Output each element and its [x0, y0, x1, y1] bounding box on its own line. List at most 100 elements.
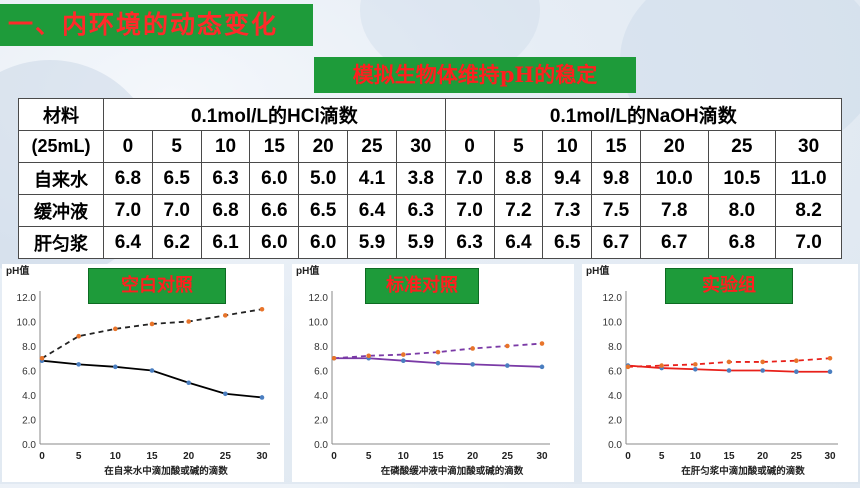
table-cell: 6.0: [298, 226, 349, 259]
data-point: [539, 364, 545, 370]
y-tick-label: 2.0: [314, 416, 328, 427]
x-tick-label: 10: [398, 451, 410, 462]
x-tick-label: 15: [146, 451, 158, 462]
data-point: [693, 366, 698, 372]
x-tick-label: 0: [331, 451, 337, 462]
y-tick-label: 12.0: [309, 293, 329, 304]
x-axis-label: 在磷酸缓冲液中滴加酸或碱的滴数: [381, 465, 524, 477]
table-cell: 6.5: [542, 226, 593, 259]
table-cell: 10.5: [707, 162, 777, 195]
drop-count: 5: [493, 130, 544, 163]
y-tick-label: 0.0: [608, 440, 622, 451]
volume-label: (25mL): [18, 130, 104, 163]
y-tick-label: 6.0: [608, 367, 622, 378]
blank-control-label: 空白对照: [88, 268, 226, 304]
subheading: 模拟生物体维持pH的稳定: [314, 57, 636, 93]
data-point: [726, 359, 732, 365]
y-tick-label: 8.0: [314, 342, 328, 353]
data-point: [149, 321, 155, 327]
y-tick-label: 10.0: [309, 318, 329, 329]
material-label: 材料: [18, 98, 104, 131]
data-point: [76, 362, 81, 367]
table-cell: 9.4: [542, 162, 593, 195]
table-cell: 6.8: [707, 226, 777, 259]
y-tick-label: 0.0: [22, 440, 36, 451]
y-tick-label: 4.0: [314, 391, 328, 402]
drop-count: 20: [298, 130, 349, 163]
drop-count: 5: [151, 130, 202, 163]
y-axis-label: pH值: [296, 264, 319, 277]
y-tick-label: 4.0: [22, 391, 36, 402]
x-tick-label: 20: [757, 451, 769, 462]
data-point: [223, 313, 228, 318]
table-cell: 6.4: [347, 194, 397, 227]
ph-data-table: 材料 0.1mol/L的HCl滴数 0.1mol/L的NaOH滴数 (25mL)…: [18, 98, 843, 259]
table-header-row: 材料 0.1mol/L的HCl滴数 0.1mol/L的NaOH滴数: [18, 98, 843, 131]
table-cell: 9.8: [591, 162, 641, 195]
row-name: 缓冲液: [18, 194, 104, 227]
y-tick-label: 10.0: [603, 318, 623, 329]
data-point: [505, 343, 510, 349]
data-point: [625, 364, 631, 370]
x-tick-label: 15: [432, 451, 444, 462]
y-tick-label: 2.0: [22, 416, 36, 427]
row-name: 肝匀浆: [18, 226, 104, 259]
data-point: [726, 368, 732, 373]
data-point: [539, 341, 545, 346]
x-tick-label: 30: [536, 451, 548, 462]
data-point: [113, 364, 118, 370]
x-tick-label: 0: [39, 451, 45, 462]
drop-count: 25: [707, 130, 777, 163]
data-point: [331, 355, 337, 361]
data-point: [470, 346, 475, 351]
data-point: [186, 380, 191, 386]
data-point: [827, 355, 833, 361]
data-point: [113, 326, 118, 332]
y-tick-label: 6.0: [314, 367, 328, 378]
table-cell: 7.0: [775, 226, 842, 259]
y-tick-label: 2.0: [608, 416, 622, 427]
x-axis-label: 在自来水中滴加酸或碱的滴数: [104, 465, 228, 477]
row-name: 自来水: [18, 162, 104, 195]
table-cell: 7.3: [542, 194, 593, 227]
data-point: [794, 369, 799, 375]
table-cell: 6.1: [200, 226, 251, 259]
naoh-header: 0.1mol/L的NaOH滴数: [444, 98, 843, 131]
table-cell: 8.2: [775, 194, 842, 227]
table-cell: 5.9: [395, 226, 446, 259]
standard-control-label: 标准对照: [365, 268, 479, 304]
x-tick-label: 20: [183, 451, 195, 462]
y-axis-label: pH值: [6, 264, 29, 277]
table-cell: 6.8: [103, 162, 153, 195]
data-point: [76, 333, 81, 339]
x-tick-label: 25: [220, 451, 232, 462]
x-tick-label: 10: [690, 451, 702, 462]
table-cell: 6.3: [444, 226, 495, 259]
data-point: [149, 368, 155, 373]
drop-count: 15: [249, 130, 300, 163]
table-cell: 6.7: [639, 226, 709, 259]
x-tick-label: 25: [502, 451, 514, 462]
table-row: 肝匀浆 6.4 6.2 6.1 6.0 6.0 5.9 5.9 6.3 6.4 …: [18, 226, 842, 259]
x-tick-label: 15: [723, 451, 735, 462]
x-tick-label: 25: [791, 451, 803, 462]
data-point: [223, 391, 228, 397]
y-tick-label: 0.0: [314, 440, 328, 451]
table-cell: 7.0: [444, 194, 495, 227]
table-cell: 6.3: [395, 194, 446, 227]
y-tick-label: 12.0: [17, 293, 37, 304]
table-cell: 7.0: [103, 194, 153, 227]
x-tick-label: 10: [110, 451, 122, 462]
experimental-group-label: 实验组: [665, 268, 793, 304]
x-tick-label: 30: [824, 451, 836, 462]
drop-count: 10: [542, 130, 593, 163]
table-cell: 10.0: [639, 162, 709, 195]
x-tick-label: 30: [256, 451, 268, 462]
table-cell: 6.3: [200, 162, 251, 195]
x-tick-label: 5: [76, 451, 82, 462]
data-point: [659, 363, 664, 368]
y-tick-label: 8.0: [608, 342, 622, 353]
x-tick-label: 0: [625, 451, 631, 462]
table-cell: 7.2: [493, 194, 544, 227]
table-row: 自来水 6.8 6.5 6.3 6.0 5.0 4.1 3.8 7.0 8.8 …: [18, 162, 842, 195]
